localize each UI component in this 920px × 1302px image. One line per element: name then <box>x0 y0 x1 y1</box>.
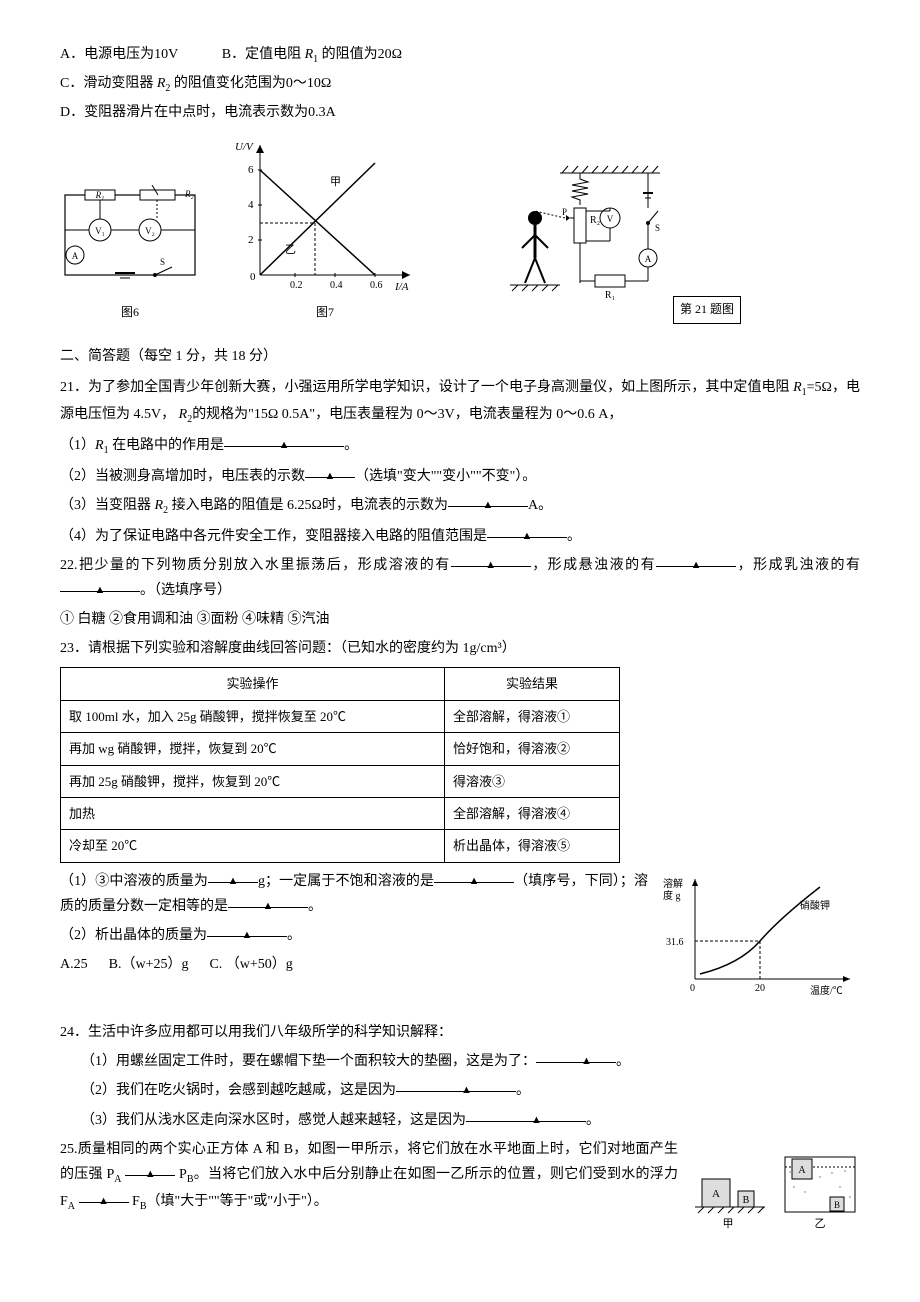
opt-a: A.25 <box>60 957 88 972</box>
svg-text:0: 0 <box>250 271 256 283</box>
figure-q21: R₂ P V R₁ A S <box>500 163 741 324</box>
svg-text:R₂: R₂ <box>590 215 600 226</box>
svg-text:B: B <box>743 1195 750 1206</box>
table-row: 取 100ml 水，加入 25g 硝酸钾，搅拌恢复至 20℃全部溶解，得溶液① <box>61 700 620 732</box>
q21-p3: （3）当变阻器 R2 接入电路的阻值是 6.25Ω时，电流表的示数为A。 <box>60 493 860 520</box>
table-row: 实验操作 实验结果 <box>61 668 620 700</box>
figure-solubility-curve: 溶解 度 g 温度/℃ 硝酸钾 31.6 0 20 <box>660 869 860 1008</box>
q20-option-a: A．电源电压为10V B．定值电阻 R1 的阻值为20Ω <box>60 42 860 69</box>
th-operation: 实验操作 <box>61 668 445 700</box>
q21-stem: 21．为了参加全国青少年创新大赛，小强运用所学电学知识，设计了一个电子身高测量仪… <box>60 375 860 429</box>
table-row: 加热全部溶解，得溶液④ <box>61 798 620 830</box>
svg-text:0.2: 0.2 <box>290 280 303 291</box>
svg-text:A: A <box>712 1188 720 1200</box>
blank-q22-3[interactable] <box>60 578 140 592</box>
opt-b: B.（w+25）g <box>109 957 189 972</box>
svg-text:P: P <box>562 207 567 217</box>
q24-p2: （2）我们在吃火锅时，会感到越吃越咸，这是因为。 <box>60 1078 860 1103</box>
blank-q25-2[interactable] <box>79 1189 129 1203</box>
svg-text:硝酸钾: 硝酸钾 <box>800 899 830 912</box>
q21-p1: （1）R1 在电路中的作用是。 <box>60 433 860 460</box>
graph-svg: 0 0.2 0.4 0.6 2 4 6 甲 乙 U/V I/A <box>230 135 420 295</box>
blank-q21-3[interactable] <box>448 493 528 507</box>
svg-text:20: 20 <box>755 983 765 994</box>
table-row: 冷却至 20℃析出晶体，得溶液⑤ <box>61 830 620 862</box>
figure-7-label: 图7 <box>230 302 420 324</box>
svg-text:0.4: 0.4 <box>330 280 343 291</box>
opt-a-text: A．电源电压为10V <box>60 42 178 67</box>
th-result: 实验结果 <box>444 668 619 700</box>
blank-q24-3[interactable] <box>466 1108 586 1122</box>
svg-text:A: A <box>72 251 79 261</box>
svg-text:度 g: 度 g <box>663 889 681 902</box>
q25-svg: A B 甲 A B 乙 <box>690 1137 860 1232</box>
section-2-header: 二、简答题（每空 1 分，共 18 分） <box>60 344 860 369</box>
q21-p4: （4）为了保证电路中各元件安全工作，变阻器接入电路的阻值范围是。 <box>60 524 860 549</box>
svg-text:V₂: V₂ <box>145 226 155 236</box>
q23-table: 实验操作 实验结果 取 100ml 水，加入 25g 硝酸钾，搅拌恢复至 20℃… <box>60 667 620 862</box>
blank-q21-4[interactable] <box>487 524 567 538</box>
table-row: 再加 25g 硝酸钾，搅拌，恢复到 20℃得溶液③ <box>61 765 620 797</box>
blank-q23-3[interactable] <box>228 894 308 908</box>
svg-text:温度/℃: 温度/℃ <box>810 984 843 997</box>
table-row: 再加 wg 硝酸钾，搅拌，恢复到 20℃恰好饱和，得溶液② <box>61 733 620 765</box>
blank-q21-1[interactable] <box>224 433 344 447</box>
svg-text:6: 6 <box>248 164 254 176</box>
svg-text:S: S <box>655 223 660 233</box>
q24-p1: （1）用螺丝固定工件时，要在螺帽下垫一个面积较大的垫圈，这是为了：。 <box>60 1049 860 1074</box>
figure-6-label: 图6 <box>60 302 200 324</box>
figure-q25: A B 甲 A B 乙 <box>690 1137 860 1241</box>
blank-q23-2[interactable] <box>434 869 514 883</box>
svg-text:0: 0 <box>690 983 695 994</box>
svg-text:0.6: 0.6 <box>370 280 383 291</box>
q21-svg: R₂ P V R₁ A S <box>500 163 670 313</box>
q20-option-c: C．滑动变阻器 R2 的阻值变化范围为0～10Ω <box>60 71 860 98</box>
svg-text:V: V <box>607 214 614 224</box>
opt-c: C. （w+50）g <box>209 957 292 972</box>
blank-q23-4[interactable] <box>207 923 287 937</box>
blank-q23-1[interactable] <box>208 869 258 883</box>
svg-text:乙: 乙 <box>285 243 296 256</box>
opt-b-text: B．定值电阻 R1 的阻值为20Ω <box>222 42 402 69</box>
q23-stem: 23．请根据下列实验和溶解度曲线回答问题：（已知水的密度约为 1g/cm³） <box>60 636 860 661</box>
blank-q22-2[interactable] <box>656 553 736 567</box>
q22-options: ① 白糖 ②食用调和油 ③面粉 ④味精 ⑤汽油 <box>60 607 860 632</box>
q22-stem: 22.把少量的下列物质分别放入水里振荡后，形成溶液的有，形成悬浊液的有，形成乳浊… <box>60 553 860 603</box>
svg-text:I/A: I/A <box>394 281 409 293</box>
svg-text:R₁: R₁ <box>95 190 105 200</box>
svg-text:甲: 甲 <box>723 1218 734 1230</box>
svg-text:31.6: 31.6 <box>666 937 684 948</box>
q24-p3: （3）我们从浅水区走向深水区时，感觉人越来越轻，这是因为。 <box>60 1108 860 1133</box>
solubility-svg: 溶解 度 g 温度/℃ 硝酸钾 31.6 0 20 <box>660 869 860 999</box>
circuit-svg: R₁ R₂ P V₁ V₂ A S <box>60 185 200 295</box>
blank-q25-1[interactable] <box>125 1162 175 1176</box>
svg-text:P: P <box>150 185 155 186</box>
figures-row: R₁ R₂ P V₁ V₂ A S 图6 <box>60 135 860 324</box>
svg-text:2: 2 <box>248 234 254 246</box>
svg-text:乙: 乙 <box>815 1217 826 1230</box>
q24-stem: 24．生活中许多应用都可以用我们八年级所学的科学知识解释： <box>60 1020 860 1045</box>
svg-text:A: A <box>645 254 652 264</box>
blank-q22-1[interactable] <box>451 553 531 567</box>
svg-text:V₁: V₁ <box>95 226 105 236</box>
q21-p2: （2）当被测身高增加时，电压表的示数（选填"变大""变小""不变"）。 <box>60 464 860 489</box>
figure-q21-caption: 第 21 题图 <box>673 296 741 324</box>
svg-text:U/V: U/V <box>235 141 254 153</box>
blank-q21-2[interactable] <box>305 464 355 478</box>
svg-text:R₁: R₁ <box>605 290 615 301</box>
blank-q24-1[interactable] <box>536 1049 616 1063</box>
svg-text:甲: 甲 <box>330 176 341 188</box>
svg-text:4: 4 <box>248 199 254 211</box>
svg-text:溶解: 溶解 <box>663 877 683 890</box>
q20-option-d: D．变阻器滑片在中点时，电流表示数为0.3A <box>60 100 860 125</box>
svg-text:R₂: R₂ <box>184 189 194 199</box>
figure-graph-7: 0 0.2 0.4 0.6 2 4 6 甲 乙 U/V I/A 图7 <box>230 135 420 324</box>
svg-text:A: A <box>798 1165 806 1176</box>
svg-text:S: S <box>160 257 165 267</box>
figure-circuit-6: R₁ R₂ P V₁ V₂ A S 图6 <box>60 185 200 324</box>
blank-q24-2[interactable] <box>396 1078 516 1092</box>
svg-text:B: B <box>834 1200 840 1210</box>
